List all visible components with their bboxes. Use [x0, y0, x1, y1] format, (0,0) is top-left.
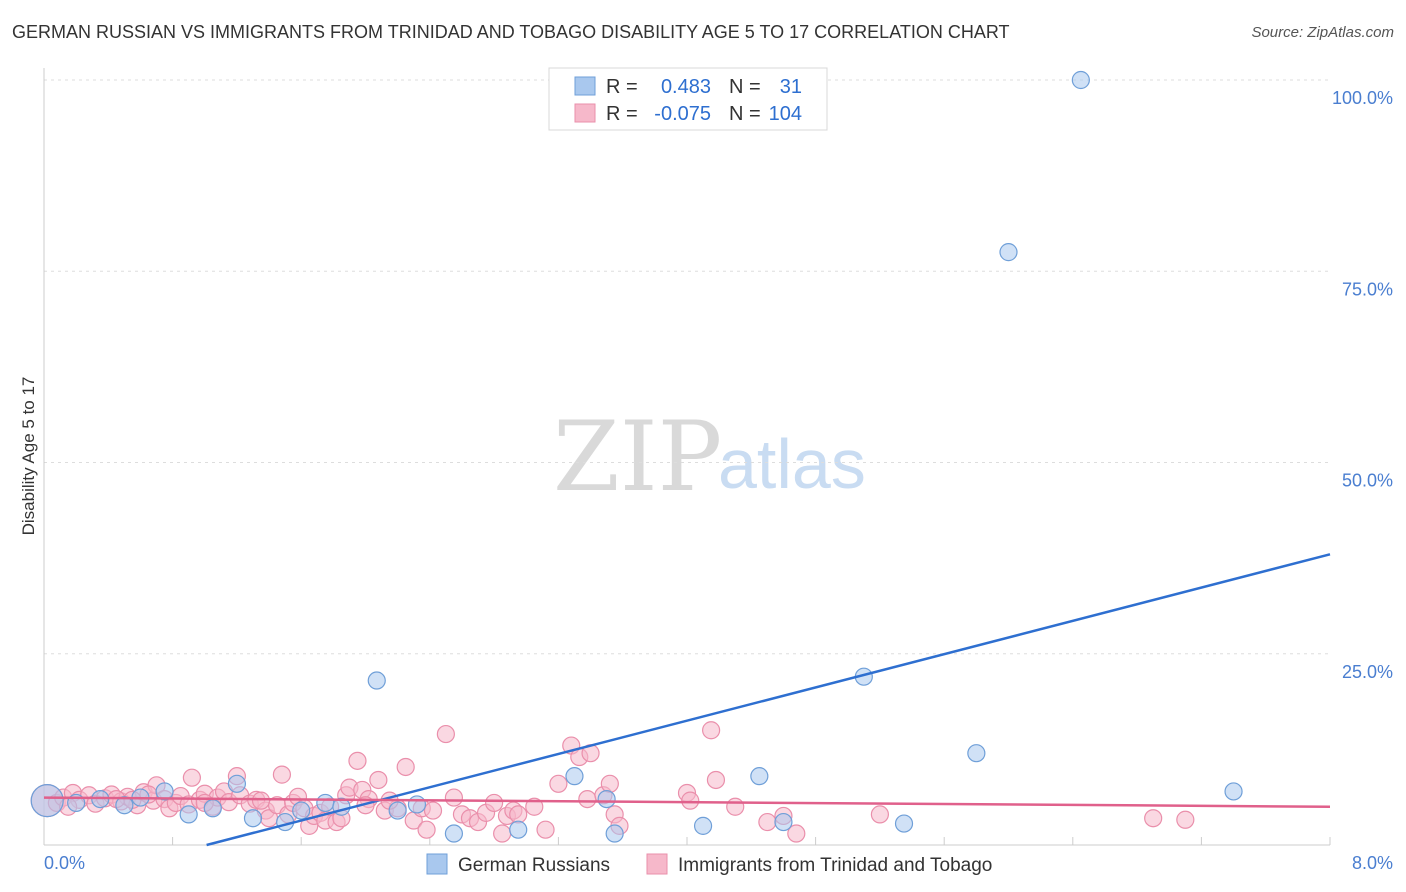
- stats-n-value-2: 104: [769, 103, 802, 125]
- x-tick-label-max: 8.0%: [1352, 853, 1393, 873]
- stats-r-label-2: R =: [606, 103, 638, 125]
- german-russians-point: [388, 801, 407, 820]
- legend-label-german-russians: German Russians: [458, 855, 610, 876]
- trinidad-tobago-point: [1144, 809, 1163, 828]
- german-russians-point: [203, 799, 222, 818]
- trinidad-tobago-point: [787, 824, 806, 843]
- trend-line-trinidad-tobago: [43, 796, 1331, 808]
- watermark-atlas: atlas: [718, 425, 866, 503]
- y-tick-label: 75.0%: [1342, 279, 1393, 299]
- stats-n-label-1: N =: [729, 76, 761, 98]
- trinidad-tobago-point: [536, 820, 555, 839]
- trinidad-tobago-point: [348, 751, 367, 770]
- german-russians-point: [316, 793, 335, 813]
- stats-n-label-2: N =: [729, 103, 761, 125]
- german-russians-point: [774, 812, 793, 832]
- trend-line-german-russians: [206, 553, 1331, 847]
- chart-title: GERMAN RUSSIAN VS IMMIGRANTS FROM TRINID…: [12, 22, 1010, 42]
- german-russians-point: [1224, 782, 1243, 801]
- trinidad-tobago-point: [251, 791, 271, 810]
- legend-swatch-trinidad-tobago: [646, 853, 668, 875]
- trinidad-tobago-point: [182, 768, 201, 787]
- stats-swatch-pink: [574, 103, 596, 123]
- trinidad-tobago-point: [681, 791, 700, 810]
- german-russians-point: [367, 671, 386, 690]
- trinidad-tobago-point: [369, 770, 388, 790]
- trinidad-tobago-point: [436, 724, 455, 744]
- trinidad-tobago-point: [1176, 810, 1195, 829]
- gridlines: [44, 79, 1331, 845]
- trinidad-tobago-point: [417, 820, 436, 839]
- trend-lines: [43, 553, 1331, 847]
- y-tick-label: 100.0%: [1332, 88, 1393, 108]
- y-tick-labels: 25.0% 50.0% 75.0% 100.0%: [1332, 88, 1393, 682]
- legend-label-trinidad-tobago: Immigrants from Trinidad and Tobago: [678, 855, 992, 876]
- trinidad-tobago-point: [758, 812, 777, 832]
- german-russians-point: [509, 820, 528, 839]
- y-tick-label: 50.0%: [1342, 471, 1393, 491]
- x-tick-label-min: 0.0%: [44, 853, 85, 873]
- german-russians-point: [999, 243, 1018, 262]
- german-russians-point: [292, 801, 311, 820]
- source-credit: Source: ZipAtlas.com: [1251, 24, 1394, 41]
- german-russians-point: [444, 824, 464, 843]
- german-russians-point: [750, 767, 769, 786]
- watermark-zip: ZIP: [553, 401, 722, 513]
- german-russians-point: [894, 814, 914, 833]
- german-russians-point: [967, 744, 986, 763]
- trinidad-tobago-point: [870, 805, 890, 824]
- german-russians-point: [693, 816, 713, 835]
- trinidad-tobago-point: [726, 797, 745, 816]
- trinidad-tobago-point: [423, 801, 443, 820]
- y-tick-label: 25.0%: [1342, 662, 1393, 682]
- y-axis-label: Disability Age 5 to 17: [19, 377, 38, 536]
- trinidad-tobago-point: [509, 805, 528, 824]
- german-russians-point: [1071, 70, 1090, 90]
- german-russians-point: [407, 795, 427, 814]
- stats-r-label-1: R =: [606, 76, 638, 98]
- german-russians-point: [115, 796, 134, 815]
- stats-swatch-blue: [574, 76, 596, 96]
- german-russians-point: [155, 782, 174, 801]
- german-russians-point: [597, 789, 616, 809]
- german-russians-point: [565, 767, 584, 786]
- trinidad-tobago-point: [272, 765, 292, 784]
- stats-legend: R = 0.483 N = 31 R = -0.075 N = 104: [548, 67, 828, 131]
- trinidad-tobago-point: [600, 774, 619, 793]
- trinidad-tobago-point: [578, 789, 597, 809]
- german-russians-point: [605, 824, 624, 843]
- x-tick-labels: 0.0% 8.0%: [44, 853, 1393, 873]
- trinidad-tobago-point: [493, 824, 512, 843]
- german-russians-point: [30, 784, 64, 818]
- stats-r-value-2: -0.075: [654, 103, 711, 125]
- trinidad-tobago-point: [444, 788, 464, 807]
- legend-swatch-german-russians: [426, 853, 448, 875]
- german-russians-point: [243, 809, 263, 828]
- trinidad-tobago-point: [702, 721, 721, 740]
- trinidad-tobago-point: [485, 793, 504, 813]
- stats-n-value-1: 31: [780, 76, 802, 98]
- trinidad-tobago-point: [525, 797, 544, 816]
- german-russians-point: [179, 805, 198, 824]
- trinidad-tobago-point: [396, 757, 415, 777]
- trinidad-tobago-point: [549, 774, 568, 793]
- watermark: ZIP atlas: [553, 401, 866, 513]
- series-legend: German Russians Immigrants from Trinidad…: [426, 853, 992, 876]
- german-russians-point: [227, 774, 246, 793]
- axes: [43, 68, 1330, 846]
- stats-r-value-1: 0.483: [661, 76, 711, 98]
- trinidad-tobago-point: [706, 770, 726, 790]
